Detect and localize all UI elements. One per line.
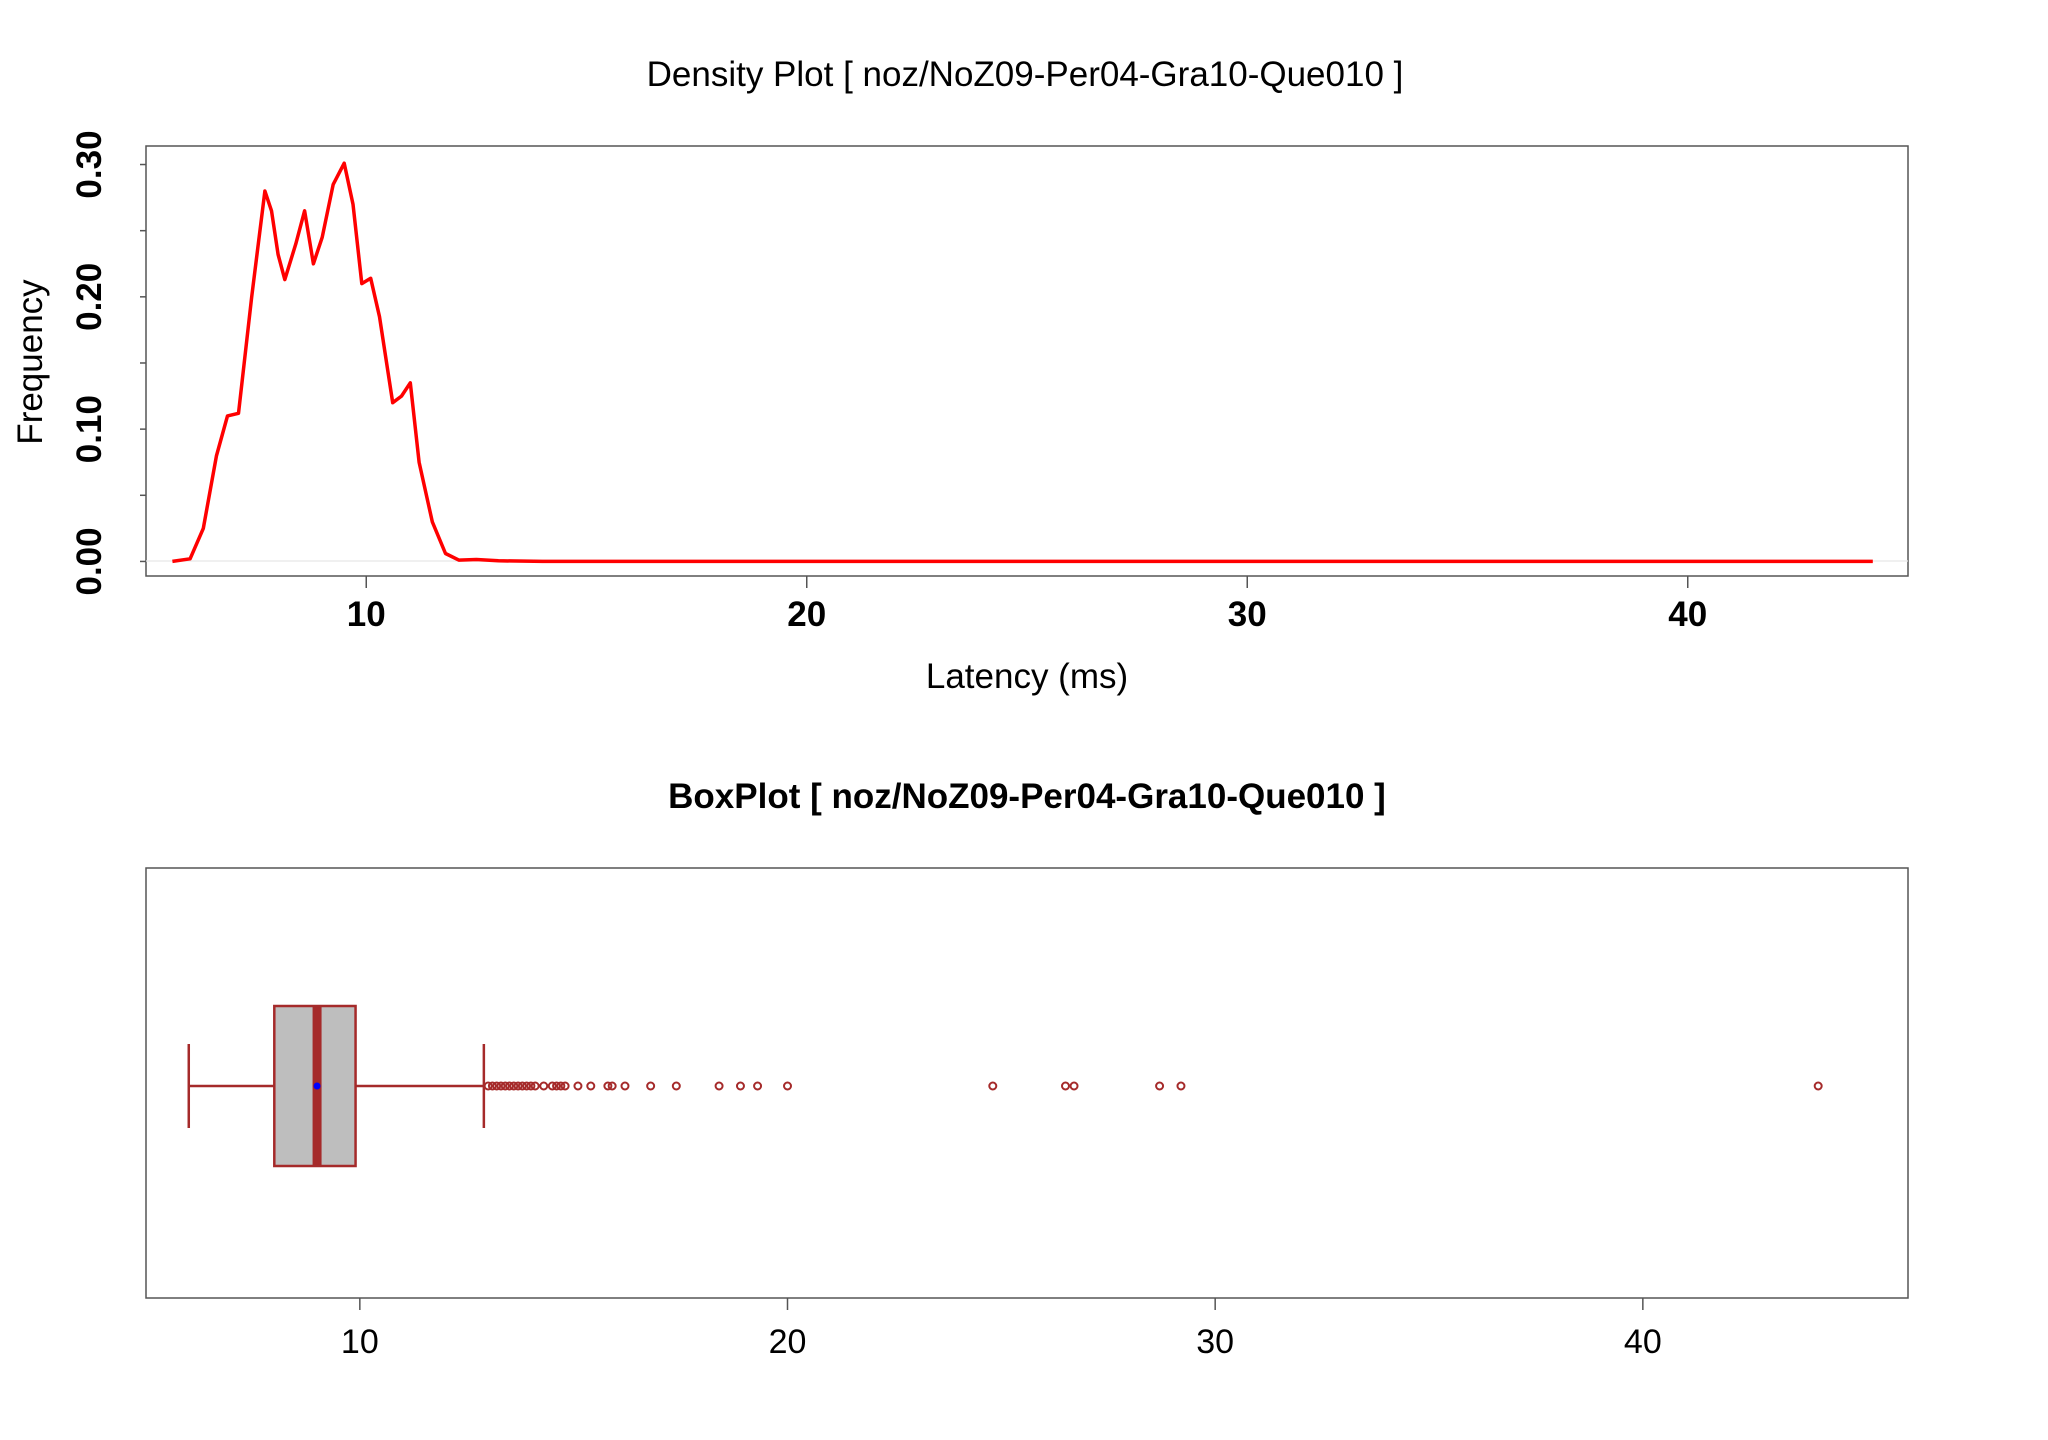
box-outlier-point (500, 1081, 510, 1091)
box-outlier-point (646, 1081, 656, 1091)
box-outlier-point (513, 1081, 523, 1091)
box-outlier-point (505, 1081, 515, 1091)
box-outlier-point (483, 1081, 493, 1091)
density-y-axis: 0.00 0.10 0.20 0.30 (70, 130, 146, 596)
box-plot: BoxPlot [ noz/NoZ09-Per04-Gra10-Que010 ]… (145, 777, 1909, 1361)
box-outlier-point (586, 1081, 596, 1091)
density-x-tick-label: 20 (787, 595, 826, 634)
box-outlier-point (526, 1081, 536, 1091)
box-outlier-point (517, 1081, 527, 1091)
box-outlier-point (573, 1081, 583, 1091)
density-y-tick-label: 0.00 (70, 527, 109, 595)
box-x-tick-label: 30 (1196, 1323, 1234, 1361)
density-plot-frame (145, 145, 1909, 577)
density-y-axis-label: Frequency (11, 279, 50, 445)
box-outlier-point (714, 1081, 724, 1091)
box-outlier-point (539, 1081, 549, 1091)
box-x-axis: 10 20 30 40 (341, 1298, 1662, 1361)
box-outlier-point (1155, 1081, 1165, 1091)
density-curve (172, 161, 1873, 564)
density-title: Density Plot [ noz/NoZ09-Per04-Gra10-Que… (647, 55, 1404, 94)
box-marks (187, 1004, 1823, 1168)
box-outlier-point (1069, 1081, 1079, 1091)
box-outlier-point (509, 1081, 519, 1091)
box-outlier-point (620, 1081, 630, 1091)
density-x-tick-label: 30 (1228, 595, 1267, 634)
box-outlier-point (671, 1081, 681, 1091)
box-outlier-point (556, 1081, 566, 1091)
box-outlier-point (552, 1081, 562, 1091)
box-x-tick-label: 40 (1624, 1323, 1662, 1361)
box-outlier-point (522, 1081, 532, 1091)
box-outlier-point (1813, 1081, 1823, 1091)
density-y-tick-label: 0.10 (70, 395, 109, 463)
box-mean-point (313, 1082, 321, 1090)
box-outlier-point (735, 1081, 745, 1091)
density-x-axis: 10 20 30 40 (347, 576, 1707, 634)
density-plot: Density Plot [ noz/NoZ09-Per04-Gra10-Que… (11, 55, 1909, 696)
box-plot-frame (145, 867, 1909, 1299)
density-y-tick-label: 0.30 (70, 130, 109, 198)
box-outlier-point (988, 1081, 998, 1091)
box-x-tick-label: 20 (769, 1323, 807, 1361)
density-x-tick-label: 10 (347, 595, 386, 634)
box-outlier-point (783, 1081, 793, 1091)
box-x-tick-label: 10 (341, 1323, 379, 1361)
density-x-axis-label: Latency (ms) (926, 657, 1128, 696)
box-outlier-point (496, 1081, 506, 1091)
box-outlier-point (492, 1081, 502, 1091)
density-y-tick-label: 0.20 (70, 263, 109, 331)
box-outlier-point (530, 1081, 540, 1091)
box-title: BoxPlot [ noz/NoZ09-Per04-Gra10-Que010 ] (668, 777, 1386, 816)
box-outlier-point (560, 1081, 570, 1091)
box-outlier-point (1176, 1081, 1186, 1091)
box-outlier-point (547, 1081, 557, 1091)
density-x-tick-label: 40 (1668, 595, 1707, 634)
box-outlier-point (603, 1081, 613, 1091)
box-outlier-point (607, 1081, 617, 1091)
box-outlier-point (753, 1081, 763, 1091)
box-outlier-point (487, 1081, 497, 1091)
box-outlier-point (1060, 1081, 1070, 1091)
